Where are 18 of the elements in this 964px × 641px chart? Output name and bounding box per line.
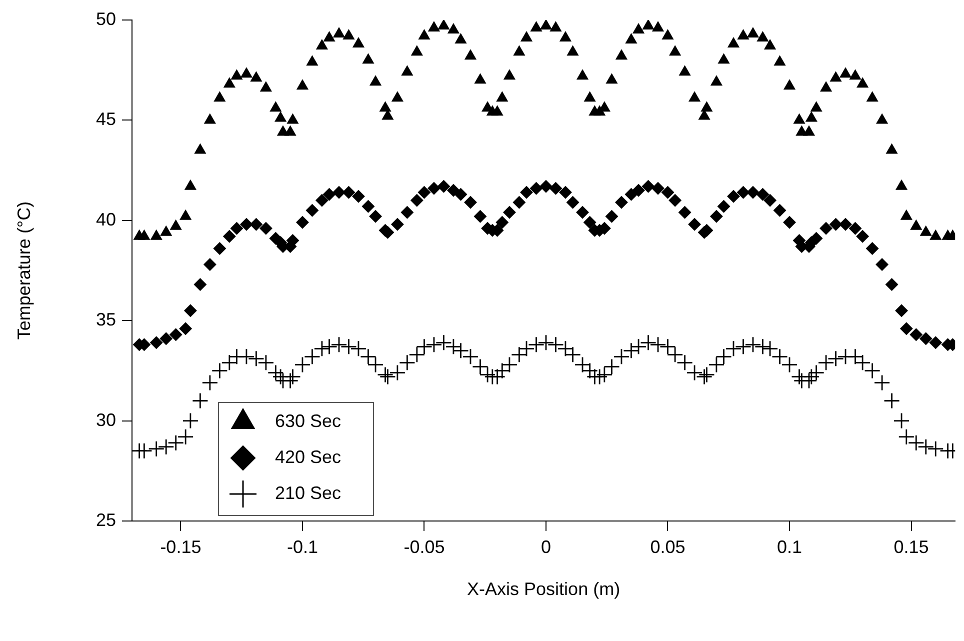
y-tick-label: 45 bbox=[96, 109, 116, 130]
y-tick-label: 30 bbox=[96, 410, 116, 430]
y-axis-title: Temperature (°C) bbox=[14, 201, 34, 340]
legend-label: 420 Sec bbox=[275, 446, 342, 467]
y-tick-label: 25 bbox=[96, 510, 116, 530]
y-tick-label: 35 bbox=[96, 310, 116, 330]
x-tick-label: -0.05 bbox=[404, 536, 445, 557]
legend-label: 210 Sec bbox=[275, 482, 342, 503]
x-axis-title: X-Axis Position (m) bbox=[467, 579, 620, 600]
x-tick-label: -0.1 bbox=[286, 536, 318, 557]
x-tick-label: 0.05 bbox=[650, 536, 686, 557]
y-tick-label: 40 bbox=[96, 209, 116, 230]
legend-label: 630 Sec bbox=[275, 410, 342, 431]
y-tick-label: 50 bbox=[96, 8, 116, 29]
x-tick-label: 0.1 bbox=[776, 536, 802, 557]
x-tick-label: -0.15 bbox=[160, 536, 202, 557]
x-tick-label: 0.15 bbox=[894, 536, 929, 557]
x-tick-label: 0 bbox=[540, 536, 551, 557]
